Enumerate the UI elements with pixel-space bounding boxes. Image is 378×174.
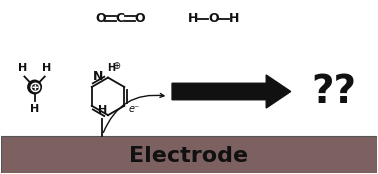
Text: ⊕: ⊕ bbox=[28, 80, 41, 94]
Circle shape bbox=[28, 80, 41, 94]
Text: H: H bbox=[30, 104, 39, 114]
Text: O: O bbox=[134, 12, 145, 25]
Text: O: O bbox=[208, 12, 219, 25]
Text: H: H bbox=[107, 63, 115, 73]
Text: C: C bbox=[116, 12, 125, 25]
Text: O: O bbox=[95, 12, 106, 25]
Polygon shape bbox=[172, 75, 291, 108]
Text: H: H bbox=[187, 12, 198, 25]
Text: Electrode: Electrode bbox=[129, 146, 249, 166]
Text: H: H bbox=[229, 12, 239, 25]
Text: H: H bbox=[18, 64, 27, 73]
Text: ??: ?? bbox=[311, 73, 356, 110]
Text: H: H bbox=[42, 64, 51, 73]
Text: ⊕: ⊕ bbox=[113, 61, 121, 71]
Text: N: N bbox=[93, 70, 104, 83]
Text: e⁻: e⁻ bbox=[129, 104, 140, 114]
Bar bbox=[1, 136, 377, 173]
Text: H: H bbox=[98, 105, 107, 115]
FancyArrowPatch shape bbox=[104, 93, 164, 132]
